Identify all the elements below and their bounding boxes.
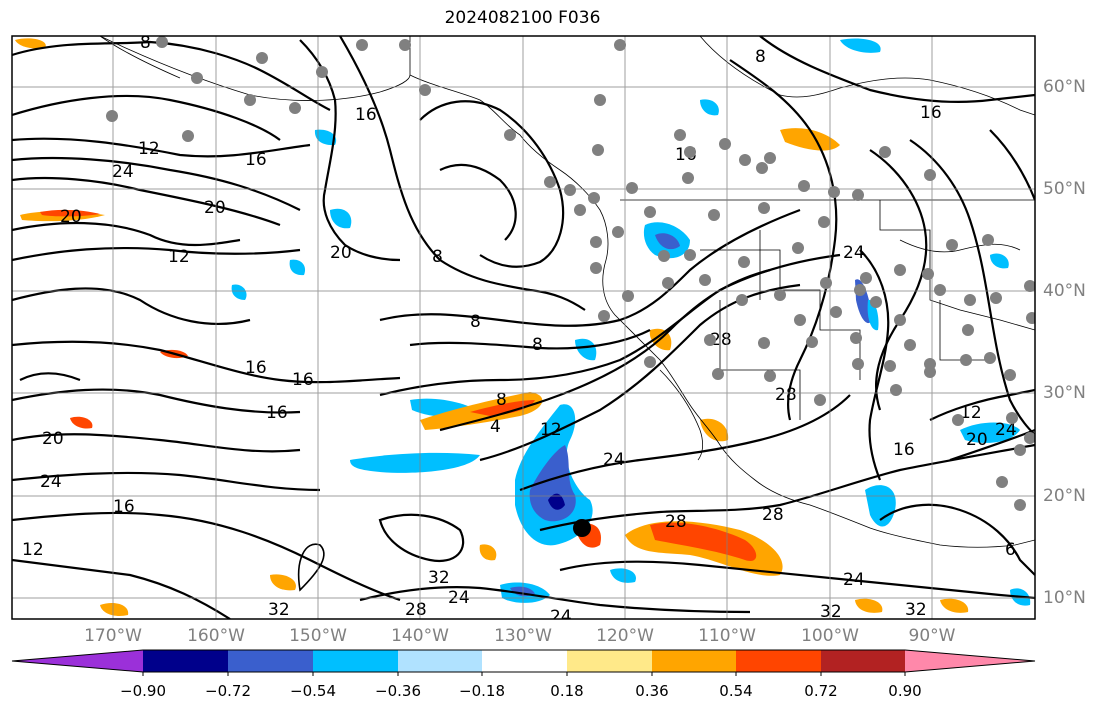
latitude-label: 30°N [1043, 383, 1086, 403]
contour-label: 16 [245, 358, 267, 378]
contour-label: 20 [330, 243, 352, 263]
contour-label: 6 [1005, 540, 1016, 560]
contour-label: 24 [112, 162, 134, 182]
colorbar-extend-high [905, 650, 1035, 672]
contour-label: 20 [966, 430, 988, 450]
longitude-label: 130°W [494, 626, 552, 646]
contour-label: 24 [995, 420, 1017, 440]
gridlines [12, 36, 1035, 619]
colorbar-tick-label: 0.18 [550, 682, 584, 700]
longitude-label: 150°W [289, 626, 347, 646]
contour-label: 12 [168, 247, 190, 267]
contour-label: 8 [532, 335, 543, 355]
contour-label: 28 [405, 600, 427, 620]
contour-label: 24 [843, 243, 865, 263]
contour-label: 28 [665, 512, 687, 532]
contour-label: 4 [490, 417, 501, 437]
contour-lines [12, 36, 1035, 619]
longitude-label: 170°W [84, 626, 142, 646]
contour-label: 8 [755, 47, 766, 67]
colorbar-segment [821, 650, 905, 672]
contour-label: 16 [893, 440, 915, 460]
contour-label: 12 [138, 139, 160, 159]
contour-label: 32 [820, 602, 842, 622]
colorbar-segment [482, 650, 567, 672]
longitude-label: 90°W [908, 626, 956, 646]
contour-label: 16 [292, 370, 314, 390]
colorbar-tick-label: −0.18 [459, 682, 505, 700]
contour-label: 8 [496, 390, 507, 410]
contour-label: 28 [710, 330, 732, 350]
map-frame [11, 35, 1036, 620]
longitude-label: 110°W [698, 626, 756, 646]
contour-label: 32 [428, 568, 450, 588]
latitude-label: 10°N [1043, 588, 1086, 608]
contour-label: 8 [140, 33, 151, 53]
colorbar-segment [228, 650, 313, 672]
colorbar-segment [567, 650, 652, 672]
longitude-label: 120°W [596, 626, 654, 646]
colorbar-tick-label: 0.36 [635, 682, 669, 700]
latitude-label: 20°N [1043, 486, 1086, 506]
contour-label: 28 [762, 505, 784, 525]
contour-label: 32 [905, 600, 927, 620]
colorbar-tick-label: −0.36 [375, 682, 421, 700]
contour-label: 24 [40, 472, 62, 492]
contour-label: 16 [113, 497, 135, 517]
contour-label: 16 [355, 105, 377, 125]
colorbar-tick-label: −0.72 [205, 682, 251, 700]
contour-label: 8 [470, 312, 481, 332]
contour-label: 16 [245, 150, 267, 170]
contour-label: 24 [550, 607, 572, 627]
longitude-label: 100°W [801, 626, 859, 646]
colorbar-segment [313, 650, 398, 672]
latitude-label: 60°N [1043, 77, 1086, 97]
colorbar-extend-low [12, 650, 143, 672]
contour-label: 16 [266, 403, 288, 423]
latitude-label: 50°N [1043, 179, 1086, 199]
vertical-velocity-fill [15, 38, 1031, 616]
contour-label: 20 [60, 207, 82, 227]
contour-label: 24 [843, 570, 865, 590]
coastlines [99, 36, 1035, 548]
contour-label: 28 [775, 385, 797, 405]
map-plot: 8 16 16 12 24 20 20 12 20 8 8 8 16 16 16… [11, 33, 1036, 627]
contour-label: 20 [42, 429, 64, 449]
storm-center-marker [573, 519, 591, 537]
colorbar-tick-label: −0.90 [120, 682, 166, 700]
colorbar-tick-label: −0.54 [290, 682, 336, 700]
contour-label: 32 [268, 600, 290, 620]
colorbar-tick-label: 0.54 [719, 682, 753, 700]
longitude-label: 160°W [187, 626, 245, 646]
latitude-label: 40°N [1043, 281, 1086, 301]
colorbar-segment [398, 650, 482, 672]
contour-label: 12 [960, 403, 982, 423]
colorbar [11, 649, 1036, 676]
colorbar-segment [652, 650, 736, 672]
map-title: 2024082100 F036 [444, 8, 601, 28]
colorbar-segment [143, 650, 228, 672]
contour-label: 8 [432, 247, 443, 267]
longitude-label: 140°W [391, 626, 449, 646]
contour-label: 24 [603, 450, 625, 470]
contour-label: 20 [204, 198, 226, 218]
contour-label: 16 [920, 103, 942, 123]
colorbar-tick-label: 0.90 [888, 682, 922, 700]
colorbar-tick-label: 0.72 [804, 682, 838, 700]
colorbar-segment [736, 650, 821, 672]
contour-label: 12 [540, 420, 562, 440]
contour-label: 12 [22, 540, 44, 560]
